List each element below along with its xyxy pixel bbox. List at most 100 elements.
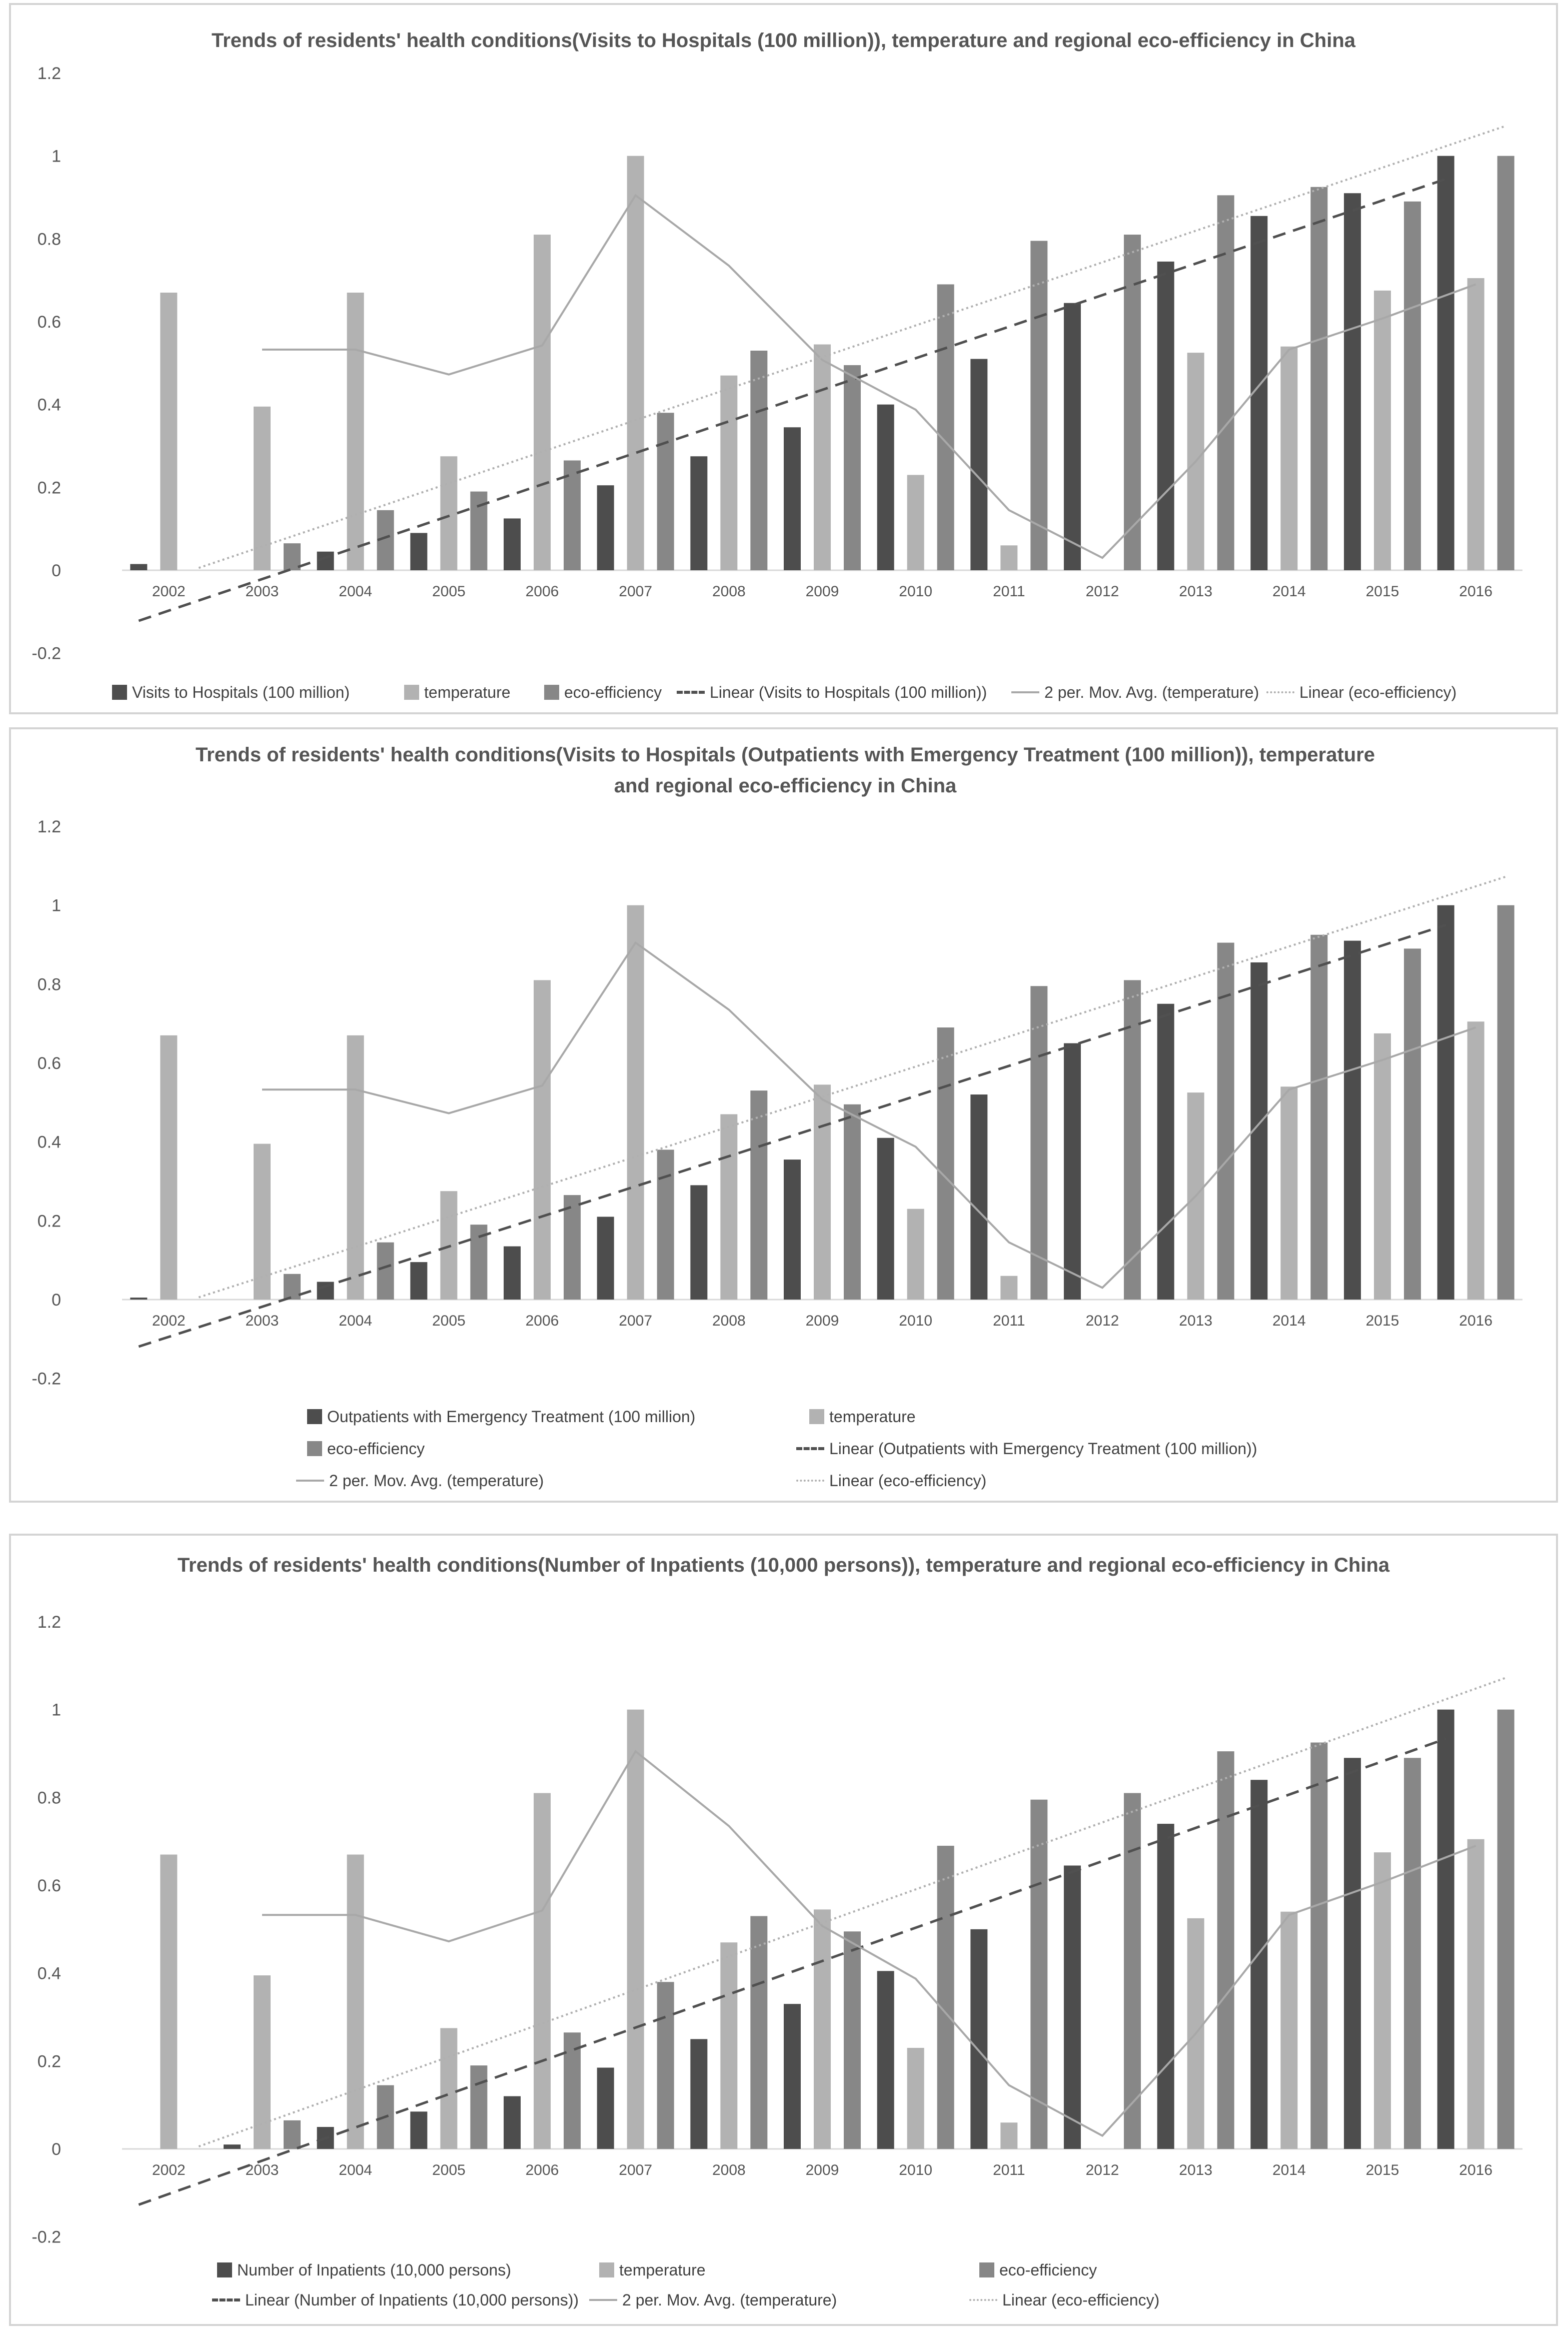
y-tick-label: 0.4 [38,1133,61,1152]
legend-item-eco: eco-efficiency [307,1438,425,1460]
bar-series1 [410,533,428,570]
chart-title: Trends of residents' health conditions(V… [195,744,1375,797]
x-tick-label: 2003 [246,583,279,600]
y-tick-label: -0.2 [32,644,61,663]
x-tick-label: 2009 [806,583,839,600]
y-tick-label: 0 [52,1291,61,1310]
legend-item-trend-eco: Linear (eco-efficiency) [796,1470,986,1492]
x-tick-label: 2006 [526,583,559,600]
y-tick-label: 1.2 [38,1613,61,1632]
legend-item-trend1: Linear (Outpatients with Emergency Treat… [796,1438,1257,1460]
bar-eco-efficiency [937,1845,954,2149]
bar-temperature [254,406,271,570]
bar-temperature [534,235,551,570]
bar-series1 [784,2004,801,2149]
bar-eco-efficiency [1124,980,1141,1300]
y-tick-label: 1 [52,147,61,166]
x-tick-label: 2016 [1459,1313,1492,1329]
y-tick-label: 0.6 [38,1876,61,1895]
bar-temperature [534,980,551,1300]
y-tick-label: 1.2 [38,64,61,83]
bar-series1 [130,1298,148,1300]
x-tick-label: 2015 [1366,583,1399,600]
y-tick-label: 1 [52,896,61,915]
legend-item-eco: eco-efficiency [544,681,662,703]
x-tick-label: 2005 [432,583,466,600]
bar-series1 [410,2111,428,2149]
bar-series1 [1064,1865,1081,2149]
x-tick-label: 2009 [806,2162,839,2178]
bar-temperature [160,293,178,570]
x-tick-label: 2008 [712,2162,746,2178]
dashed-line-icon [212,2298,240,2301]
bar-eco-efficiency [284,2120,301,2149]
chart-panel-1: Trends of residents' health conditions(V… [9,3,1558,714]
x-tick-label: 2011 [993,1313,1025,1329]
y-tick-label: 0 [52,2140,61,2159]
bar-temperature [1467,1839,1484,2149]
legend-item-trend-eco: Linear (eco-efficiency) [1266,681,1456,703]
y-tick-label: 0.6 [38,1054,61,1073]
bar-series1 [317,1282,334,1300]
bar-temperature [1280,1911,1298,2149]
trend-line-series1 [138,1737,1446,2206]
legend-item-movavg: 2 per. Mov. Avg. (temperature) [1011,681,1259,703]
x-tick-label: 2005 [432,2162,466,2178]
y-tick-label: 1.2 [38,817,61,836]
x-tick-label: 2011 [993,2162,1025,2178]
x-tick-label: 2013 [1179,2162,1212,2178]
square-swatch-icon [112,685,127,700]
y-tick-label: 1 [52,1701,61,1720]
bar-series1 [504,1246,521,1300]
square-swatch-icon [307,1409,322,1424]
legend-item-eco: eco-efficiency [979,2259,1097,2281]
x-tick-label: 2004 [339,583,372,600]
bar-temperature [720,375,738,570]
bar-temperature [1374,1852,1391,2149]
bar-series1 [1344,1758,1361,2149]
trend-line-eco-efficiency [198,875,1506,1299]
bar-eco-efficiency [377,1242,394,1300]
trend-line-eco-efficiency [198,1677,1506,2147]
bar-series1 [877,404,894,570]
x-tick-label: 2002 [152,1313,186,1329]
x-tick-label: 2002 [152,583,186,600]
bar-temperature [254,1975,271,2149]
chart-panel-3: Trends of residents' health conditions(N… [9,1534,1558,2326]
bar-series1 [597,2067,614,2149]
bar-series1 [690,1185,708,1300]
bar-eco-efficiency [564,2032,581,2149]
bar-temperature [907,2047,924,2149]
x-tick-label: 2009 [806,1313,839,1329]
bar-temperature [814,1909,831,2149]
dashed-line-icon [677,691,705,694]
bar-eco-efficiency [1030,241,1048,571]
bar-series1 [1064,303,1081,570]
x-tick-label: 2012 [1086,2162,1119,2178]
x-tick-label: 2002 [152,2162,186,2178]
legend-item-trend-eco: Linear (eco-efficiency) [969,2289,1159,2311]
bar-temperature [347,1854,364,2149]
bar-eco-efficiency [844,1931,861,2149]
legend-item-trend1: Linear (Visits to Hospitals (100 million… [677,681,987,703]
bar-temperature [627,156,644,571]
x-tick-label: 2015 [1366,2162,1399,2178]
bar-series1 [784,1159,801,1300]
dotted-line-icon [796,1480,824,1482]
y-tick-label: 0.8 [38,975,61,994]
x-tick-label: 2016 [1459,2162,1492,2178]
y-tick-label: 0.4 [38,1964,61,1983]
bar-series1 [1437,1709,1454,2149]
bar-series1 [224,2144,241,2149]
legend-item-temperature: temperature [599,2259,706,2281]
x-tick-label: 2006 [526,1313,559,1329]
chart-panel-2: Trends of residents' health conditions(V… [9,727,1558,1503]
bar-series1 [1437,905,1454,1300]
square-swatch-icon [544,685,559,700]
x-tick-label: 2011 [993,583,1025,600]
dashed-line-icon [796,1447,824,1450]
bar-series1 [784,427,801,570]
bar-temperature [907,1209,924,1300]
y-tick-label: -0.2 [32,2228,61,2247]
x-tick-label: 2004 [339,1313,372,1329]
